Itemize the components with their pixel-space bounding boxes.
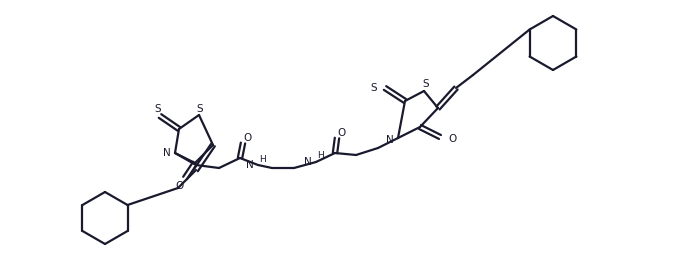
Text: N: N xyxy=(163,148,171,158)
Text: N: N xyxy=(304,157,312,167)
Text: H: H xyxy=(316,151,323,161)
Text: O: O xyxy=(244,133,252,143)
Text: S: S xyxy=(155,104,162,114)
Text: N: N xyxy=(246,160,254,170)
Text: O: O xyxy=(338,128,346,138)
Text: S: S xyxy=(423,79,429,89)
Text: O: O xyxy=(448,134,456,144)
Text: N: N xyxy=(386,135,394,145)
Text: S: S xyxy=(370,83,377,93)
Text: O: O xyxy=(176,181,184,191)
Text: S: S xyxy=(197,104,203,114)
Text: H: H xyxy=(259,154,265,163)
